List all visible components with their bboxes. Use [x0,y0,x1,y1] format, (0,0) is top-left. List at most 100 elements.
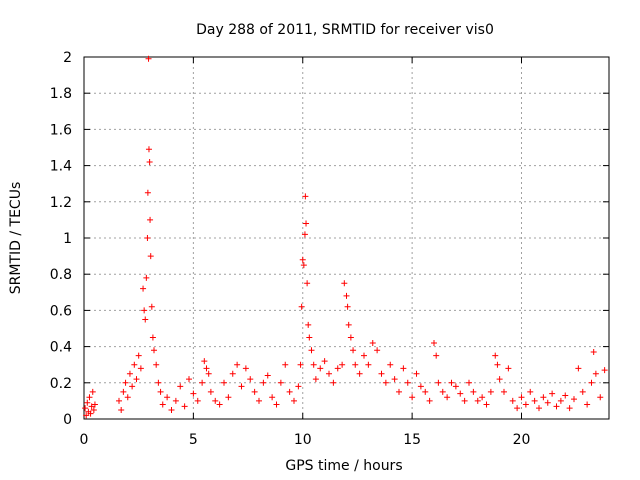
data-point [168,406,175,413]
y-tick-label: 2 [63,50,72,66]
data-point [312,376,319,383]
data-point [295,383,302,390]
data-point [145,146,152,153]
data-point [143,274,150,281]
data-point [374,347,381,354]
x-tick-label: 0 [80,432,89,448]
data-point [298,303,305,310]
data-point [409,394,416,401]
data-point [153,361,160,368]
data-point [140,285,147,292]
data-point [308,347,315,354]
data-point [601,367,608,374]
data-point [137,365,144,372]
data-point [566,405,573,412]
data-point [444,394,451,401]
data-point [343,292,350,299]
data-point [466,379,472,386]
data-point [147,253,154,260]
data-point [91,401,98,408]
x-tick-label: 20 [513,432,531,448]
data-point [277,379,284,386]
data-point [260,379,267,386]
data-point [212,397,219,404]
data-point [344,303,351,310]
data-point [457,390,464,397]
data-point [297,361,304,368]
data-point [186,376,192,383]
data-point [151,347,157,354]
data-point [146,158,153,165]
data-point [238,383,245,390]
data-point [234,361,241,368]
data-point [229,370,236,377]
data-point [540,394,547,401]
data-point [256,397,262,404]
data-point [470,388,477,395]
data-point [88,403,95,410]
data-point [120,388,127,395]
data-point [522,401,529,408]
data-point [181,403,188,410]
x-tick-label: 5 [189,432,198,448]
data-point [251,388,258,395]
data-point [299,256,306,263]
data-point [588,379,595,386]
data-point [89,388,96,395]
data-point [142,316,149,323]
data-point [159,401,166,408]
data-point [474,397,481,404]
data-point [83,412,90,419]
data-point [118,406,125,413]
data-point [164,394,171,401]
data-point [426,397,433,404]
data-point [310,361,317,368]
data-point [350,347,357,354]
data-point [356,370,363,377]
data-point [302,193,309,200]
data-point [90,406,97,413]
data-point [501,388,507,395]
data-point [531,397,538,404]
data-point [148,303,155,310]
data-point [439,388,446,395]
data-point [205,370,212,377]
data-point [126,370,133,377]
data-point [391,376,398,383]
y-tick-label: 0 [63,412,72,428]
data-point [382,379,389,386]
data-point [264,372,271,379]
data-point [361,352,367,359]
data-point [135,352,142,359]
x-tick-label: 10 [294,432,312,448]
data-point [84,399,91,406]
data-point [321,358,328,365]
y-tick-label: 1.4 [50,159,72,175]
data-point [116,397,122,404]
data-point [300,262,307,269]
data-point [144,235,151,241]
data-point [433,352,440,359]
data-point [286,388,293,395]
grid [84,57,609,419]
data-point [347,334,354,341]
data-point [177,383,184,390]
data-point [590,349,597,356]
data-point [452,383,459,390]
data-point [562,392,569,399]
data-point [378,370,385,377]
data-point [149,334,156,341]
tick-labels: 00.20.40.60.811.21.41.61.820 5 10 15 20 [50,50,531,448]
y-tick-label: 0.4 [50,340,72,356]
data-point [144,189,151,196]
data-point [514,405,521,412]
data-point [247,376,254,383]
data-point [155,379,162,386]
x-axis-label: GPS time / hours [285,458,402,474]
plot-frame [83,56,610,420]
data-point [544,399,551,406]
y-tick-label: 0.8 [50,267,72,283]
data-point [291,397,297,404]
data-point [190,390,197,397]
